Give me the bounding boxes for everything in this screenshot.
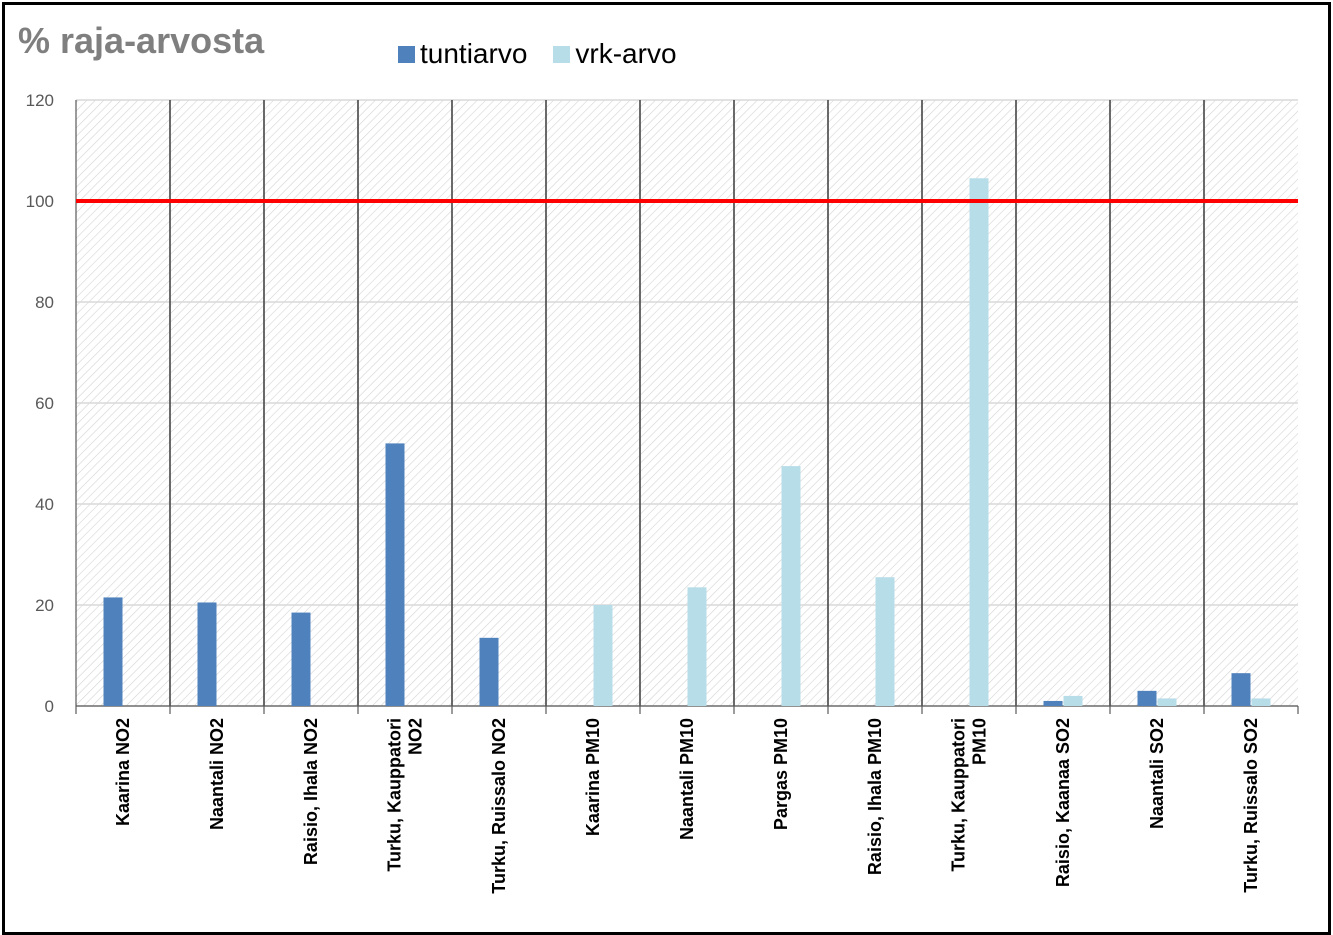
legend-item-tuntiarvo: tuntiarvo <box>398 38 527 70</box>
bar-tuntiarvo-1 <box>197 602 217 706</box>
x-tick-label: Turku, Kauppatori <box>949 718 969 872</box>
legend-swatch-vrk-arvo <box>553 45 571 63</box>
y-tick-label: 0 <box>45 697 54 716</box>
bar-tuntiarvo-3 <box>385 443 405 706</box>
bar-vrk-arvo-8 <box>875 577 895 706</box>
legend-swatch-tuntiarvo <box>398 45 415 63</box>
x-tick-label: Kaarina NO2 <box>113 718 133 826</box>
y-tick-label: 80 <box>35 293 54 312</box>
x-tick-label: Naantali PM10 <box>677 718 697 840</box>
y-tick-label: 20 <box>35 596 54 615</box>
y-tick-label: 60 <box>35 394 54 413</box>
x-tick-label: Naantali NO2 <box>207 718 227 830</box>
chart-legend: tuntiarvo vrk-arvo <box>398 38 703 70</box>
x-tick-label: Naantali SO2 <box>1147 718 1167 829</box>
x-tick-label: Raisio, Ihala NO2 <box>301 718 321 865</box>
x-tick-label: Raisio, Ihala PM10 <box>865 718 885 875</box>
legend-item-vrk-arvo: vrk-arvo <box>553 38 677 70</box>
x-tick-label: Pargas PM10 <box>771 718 791 830</box>
y-tick-label: 120 <box>26 91 54 110</box>
y-tick-label: 40 <box>35 495 54 514</box>
bar-tuntiarvo-10 <box>1043 700 1063 706</box>
bar-vrk-arvo-10 <box>1063 695 1083 706</box>
legend-label-tuntiarvo: tuntiarvo <box>420 38 528 69</box>
chart-title: % raja-arvosta <box>18 20 265 61</box>
x-tick-label: Turku, Ruissalo SO2 <box>1241 718 1261 893</box>
x-tick-label: Raisio, Kaanaa SO2 <box>1053 718 1073 887</box>
x-tick-label: PM10 <box>970 718 990 765</box>
bar-tuntiarvo-4 <box>479 637 499 706</box>
x-tick-label: Turku, Ruissalo NO2 <box>489 718 509 894</box>
y-tick-label: 100 <box>26 192 54 211</box>
bar-vrk-arvo-6 <box>687 587 707 706</box>
legend-label-vrk-arvo: vrk-arvo <box>575 38 677 69</box>
bar-tuntiarvo-0 <box>103 597 123 706</box>
x-tick-label: NO2 <box>406 718 426 755</box>
bar-vrk-arvo-9 <box>969 178 989 706</box>
bar-vrk-arvo-5 <box>593 605 613 706</box>
bar-tuntiarvo-2 <box>291 612 311 706</box>
bar-tuntiarvo-12 <box>1231 673 1251 706</box>
bar-vrk-arvo-11 <box>1157 698 1177 706</box>
bar-tuntiarvo-11 <box>1137 690 1157 706</box>
bar-vrk-arvo-12 <box>1251 698 1271 706</box>
x-tick-label: Kaarina PM10 <box>583 718 603 836</box>
bar-vrk-arvo-7 <box>781 466 801 706</box>
x-tick-label: Turku, Kauppatori <box>385 718 405 872</box>
